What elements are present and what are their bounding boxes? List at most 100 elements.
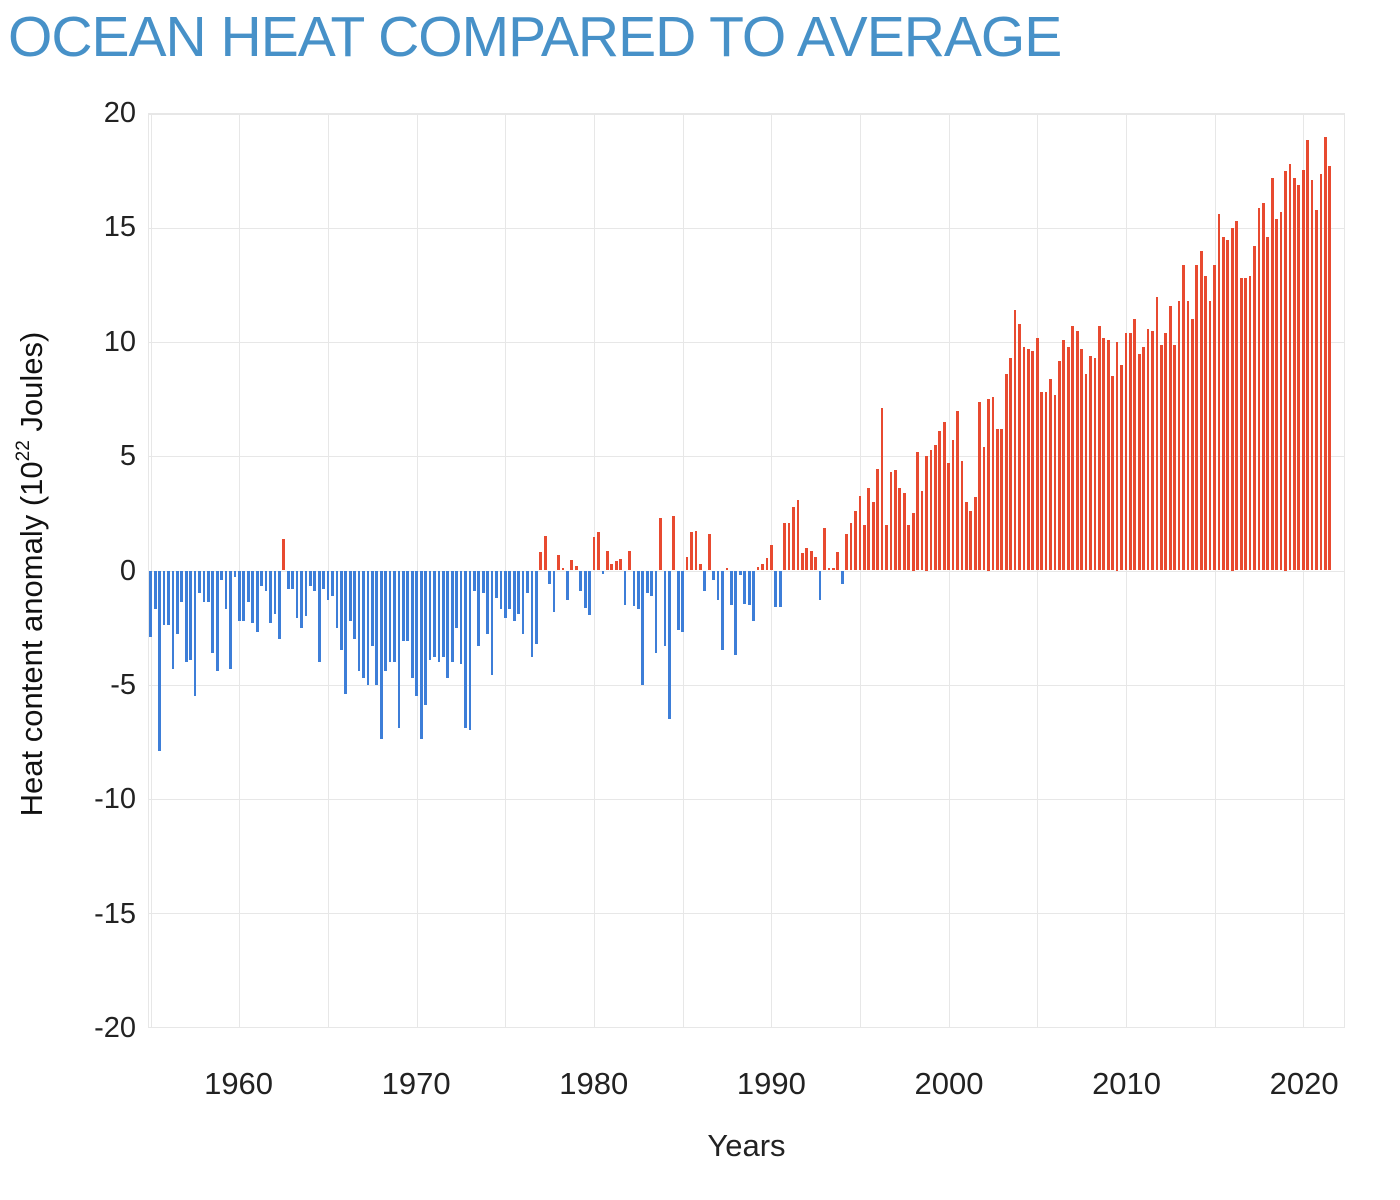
bar bbox=[264, 570, 268, 592]
bar bbox=[1230, 228, 1234, 571]
x-tick-label: 1970 bbox=[381, 1066, 451, 1101]
bar bbox=[1080, 349, 1083, 571]
bar bbox=[1204, 276, 1208, 571]
bar bbox=[1044, 392, 1048, 571]
bar bbox=[526, 570, 529, 594]
bar bbox=[1270, 177, 1274, 571]
bar bbox=[827, 568, 831, 571]
chart-title: OCEAN HEAT COMPARED TO AVERAGE bbox=[8, 5, 1062, 69]
bar bbox=[747, 570, 751, 605]
bar bbox=[503, 570, 507, 619]
bar bbox=[721, 570, 724, 651]
bar bbox=[1075, 330, 1079, 571]
bar bbox=[628, 551, 631, 571]
bar bbox=[477, 570, 481, 646]
bar bbox=[973, 497, 977, 571]
bar bbox=[920, 490, 924, 571]
bar bbox=[840, 570, 844, 585]
bar bbox=[1226, 239, 1230, 571]
bar bbox=[353, 570, 357, 639]
bar bbox=[938, 431, 942, 571]
bar bbox=[419, 570, 423, 740]
bar bbox=[969, 511, 973, 571]
plot-area bbox=[148, 113, 1345, 1028]
bar bbox=[636, 570, 640, 610]
bar bbox=[964, 502, 968, 571]
h-gridline bbox=[149, 798, 1344, 800]
bar bbox=[800, 553, 804, 571]
bar bbox=[552, 570, 556, 612]
bar bbox=[548, 570, 552, 585]
bar bbox=[366, 570, 370, 685]
bar bbox=[158, 570, 161, 751]
bar bbox=[605, 551, 609, 571]
bar bbox=[1328, 166, 1332, 571]
bar bbox=[1111, 376, 1114, 571]
bar bbox=[313, 570, 317, 592]
bar bbox=[1128, 333, 1132, 571]
bar bbox=[761, 563, 764, 571]
bar bbox=[1288, 164, 1292, 571]
bar bbox=[1235, 221, 1239, 571]
bar bbox=[1195, 264, 1199, 571]
bar bbox=[1182, 264, 1185, 571]
bar bbox=[286, 570, 290, 589]
bar bbox=[1244, 278, 1247, 571]
bar bbox=[867, 488, 871, 571]
bar bbox=[1306, 140, 1309, 571]
bar bbox=[1319, 174, 1323, 571]
bar bbox=[818, 570, 822, 601]
bar bbox=[322, 570, 325, 589]
h-gridline bbox=[149, 342, 1344, 344]
bar bbox=[455, 570, 458, 628]
bar bbox=[676, 570, 680, 630]
bar bbox=[925, 456, 928, 571]
bar bbox=[1031, 351, 1035, 571]
bar bbox=[1208, 301, 1212, 571]
bar bbox=[229, 570, 232, 669]
bar bbox=[175, 570, 179, 635]
bar bbox=[645, 570, 649, 594]
bar bbox=[1266, 237, 1270, 571]
bar bbox=[805, 547, 809, 571]
bar bbox=[167, 570, 170, 626]
bar bbox=[712, 570, 716, 580]
y-axis-title: Heat content anomaly (1022 Joules) bbox=[13, 294, 50, 854]
bar bbox=[566, 570, 569, 601]
bar bbox=[752, 570, 755, 621]
bar bbox=[871, 502, 875, 571]
bar bbox=[490, 570, 494, 676]
bar bbox=[982, 447, 986, 571]
bar bbox=[725, 568, 729, 571]
bar bbox=[570, 560, 574, 571]
bar bbox=[1297, 184, 1301, 571]
bar bbox=[1324, 136, 1327, 571]
bar bbox=[472, 570, 476, 592]
bar bbox=[184, 570, 188, 662]
v-gridline bbox=[859, 114, 861, 1027]
bar bbox=[242, 570, 246, 621]
bar bbox=[1124, 333, 1128, 571]
v-gridline bbox=[771, 114, 773, 1027]
bar bbox=[1261, 203, 1265, 571]
bar bbox=[681, 570, 685, 633]
bar bbox=[464, 570, 467, 728]
y-tick-label: 10 bbox=[103, 325, 136, 358]
bar bbox=[486, 570, 489, 635]
bar bbox=[1093, 358, 1097, 571]
bar bbox=[1146, 328, 1150, 571]
bar bbox=[769, 545, 773, 571]
v-gridline bbox=[1214, 114, 1216, 1027]
bar bbox=[1168, 305, 1172, 571]
bar bbox=[393, 570, 396, 662]
bar bbox=[814, 556, 817, 571]
bar bbox=[1253, 246, 1256, 571]
bar bbox=[1071, 326, 1075, 571]
y-tick-label: -20 bbox=[94, 1012, 136, 1044]
y-tick-label: -15 bbox=[94, 897, 136, 930]
bar bbox=[1115, 342, 1119, 571]
bar bbox=[1301, 169, 1305, 571]
bar bbox=[659, 518, 662, 571]
bar bbox=[406, 570, 410, 642]
